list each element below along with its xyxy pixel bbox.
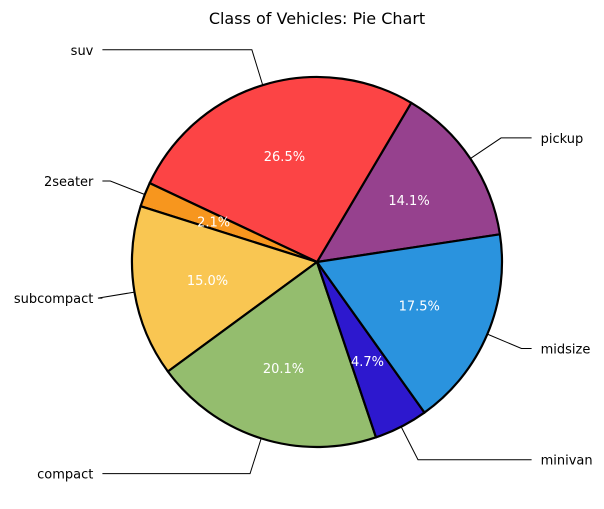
pct-label-minivan: 4.7% [351,355,384,370]
pct-label-compact: 20.1% [263,362,304,377]
pct-label-subcompact: 15.0% [187,274,228,289]
category-label-compact: compact [37,468,93,483]
leader-line-compact [102,438,262,475]
chart-title: Class of Vehicles: Pie Chart [209,9,425,28]
pct-label-2seater: 2.1% [197,215,230,230]
category-label-midsize: midsize [541,343,591,358]
leader-line-pickup [470,137,532,160]
leader-line-subcompact [97,291,135,299]
pie-wedge-suv [148,75,413,264]
pct-label-midsize: 17.5% [399,299,440,314]
pie-wedge-compact [166,260,378,449]
leader-line-2seater [102,180,145,195]
category-label-suv: suv [71,44,94,59]
leader-line-midsize [487,333,532,350]
category-label-2seater: 2seater [44,175,94,190]
pct-label-pickup: 14.1% [388,194,429,209]
category-label-minivan: minivan [541,454,593,469]
category-label-subcompact: subcompact [14,292,94,307]
pie-wedge-pickup [315,101,502,264]
leader-line-suv [102,49,264,86]
pct-label-suv: 26.5% [264,150,305,165]
leader-line-minivan [400,426,532,461]
pie-wedge-subcompact [130,205,319,373]
category-label-pickup: pickup [541,132,584,147]
